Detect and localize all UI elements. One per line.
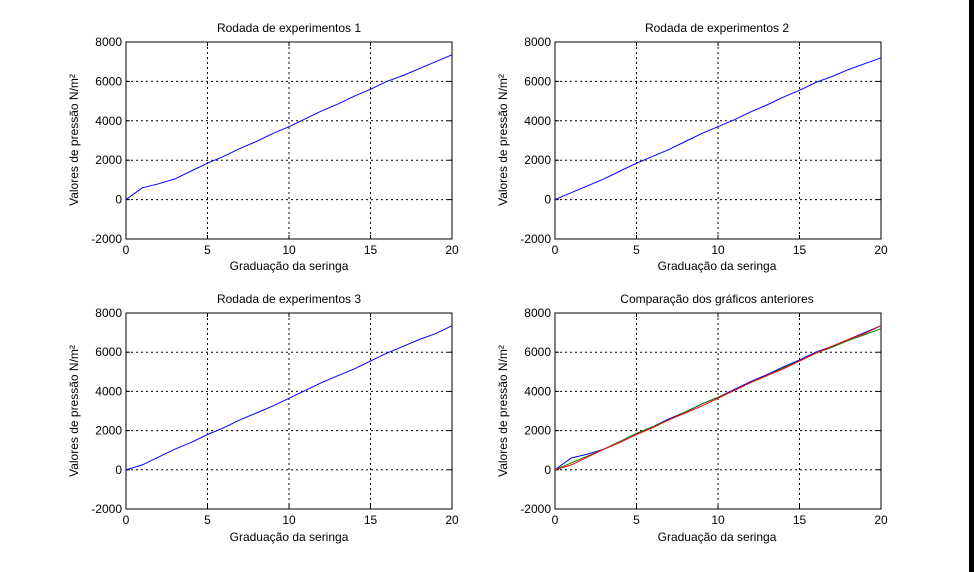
subplot-3-xtick-label: 10 bbox=[282, 513, 296, 527]
subplot-1-series-line-1 bbox=[125, 54, 453, 201]
subplot-1-ytick-label: 4000 bbox=[95, 114, 122, 128]
subplot-1-ytick-label: -2000 bbox=[91, 232, 122, 246]
subplot-3-ytick-label: 4000 bbox=[95, 384, 122, 398]
subplot-2-xtick-label: 0 bbox=[552, 243, 559, 257]
subplot-4-title: Comparação dos gráficos anteriores bbox=[620, 292, 813, 306]
subplot-4: Comparação dos gráficos anteriores Gradu… bbox=[496, 292, 888, 544]
subplot-2-ytick-label: 0 bbox=[544, 193, 551, 207]
subplot-3-ytick-label: 6000 bbox=[95, 345, 122, 359]
subplot-1-title: Rodada de experimentos 1 bbox=[217, 21, 361, 35]
subplot-1-xtick-label: 15 bbox=[364, 243, 378, 257]
subplot-4-series-line-3 bbox=[554, 325, 882, 471]
subplot-2-ytick-label: 8000 bbox=[524, 35, 551, 49]
subplot-2-xtick-label: 20 bbox=[874, 243, 888, 257]
subplot-3-series-line-1 bbox=[125, 325, 453, 471]
subplot-2-ytick-label: 4000 bbox=[524, 114, 551, 128]
subplot-4-ytick-label: 0 bbox=[544, 463, 551, 477]
subplot-4-xlabel: Graduação da seringa bbox=[658, 530, 777, 544]
subplot-3-xtick-label: 5 bbox=[204, 513, 211, 527]
subplot-4-ylabel: Valores de pressão N/m² bbox=[496, 345, 510, 477]
subplot-2-ytick-label: 6000 bbox=[524, 74, 551, 88]
subplot-2-xtick-label: 10 bbox=[711, 243, 725, 257]
subplot-1-ytick-label: 2000 bbox=[95, 153, 122, 167]
subplot-1-xlabel: Graduação da seringa bbox=[230, 259, 349, 273]
subplot-3-xlabel: Graduação da seringa bbox=[230, 530, 349, 544]
subplot-2-title: Rodada de experimentos 2 bbox=[645, 21, 789, 35]
subplot-4-xtick-label: 0 bbox=[552, 513, 559, 527]
subplot-2-ylabel: Valores de pressão N/m² bbox=[496, 74, 510, 206]
subplot-2-ytick-label: -2000 bbox=[520, 232, 551, 246]
subplot-1-xtick-label: 0 bbox=[123, 243, 130, 257]
subplot-4-xtick-label: 15 bbox=[793, 513, 807, 527]
subplot-3-ytick-label: -2000 bbox=[91, 502, 122, 516]
subplot-3-xtick-label: 15 bbox=[364, 513, 378, 527]
subplot-2-ytick-label: 2000 bbox=[524, 153, 551, 167]
subplot-2-xlabel: Graduação da seringa bbox=[658, 259, 777, 273]
subplot-2-xtick-label: 15 bbox=[793, 243, 807, 257]
subplot-3-ylabel: Valores de pressão N/m² bbox=[67, 345, 81, 477]
subplot-3-ytick-label: 0 bbox=[115, 463, 122, 477]
subplot-1-ytick-label: 8000 bbox=[95, 35, 122, 49]
subplot-3-xtick-label: 20 bbox=[445, 513, 459, 527]
subplot-1-xtick-label: 20 bbox=[445, 243, 459, 257]
subplot-4-ytick-label: 2000 bbox=[524, 424, 551, 438]
subplot-2: Rodada de experimentos 2 Graduação da se… bbox=[496, 21, 888, 273]
subplot-3: Rodada de experimentos 3 Graduação da se… bbox=[67, 292, 459, 544]
subplot-4-ytick-label: 8000 bbox=[524, 306, 551, 320]
subplot-4-ytick-label: -2000 bbox=[520, 502, 551, 516]
subplot-2-series-line-1 bbox=[554, 57, 882, 201]
subplot-3-title: Rodada de experimentos 3 bbox=[217, 292, 361, 306]
subplot-3-xtick-label: 0 bbox=[123, 513, 130, 527]
subplot-4-ytick-label: 4000 bbox=[524, 384, 551, 398]
subplot-1-ylabel: Valores de pressão N/m² bbox=[67, 74, 81, 206]
subplot-4-ytick-label: 6000 bbox=[524, 345, 551, 359]
window-edge bbox=[969, 0, 974, 572]
subplot-1-ytick-label: 6000 bbox=[95, 74, 122, 88]
subplot-1-xtick-label: 5 bbox=[204, 243, 211, 257]
subplot-1: Rodada de experimentos 1 Graduação da se… bbox=[67, 21, 459, 273]
subplot-2-xtick-label: 5 bbox=[633, 243, 640, 257]
subplot-1-ytick-label: 0 bbox=[115, 193, 122, 207]
subplot-4-xtick-label: 10 bbox=[711, 513, 725, 527]
subplot-1-xtick-label: 10 bbox=[282, 243, 296, 257]
subplot-3-ytick-label: 8000 bbox=[95, 306, 122, 320]
subplot-4-xtick-label: 5 bbox=[633, 513, 640, 527]
subplot-4-xtick-label: 20 bbox=[874, 513, 888, 527]
subplot-3-ytick-label: 2000 bbox=[95, 424, 122, 438]
